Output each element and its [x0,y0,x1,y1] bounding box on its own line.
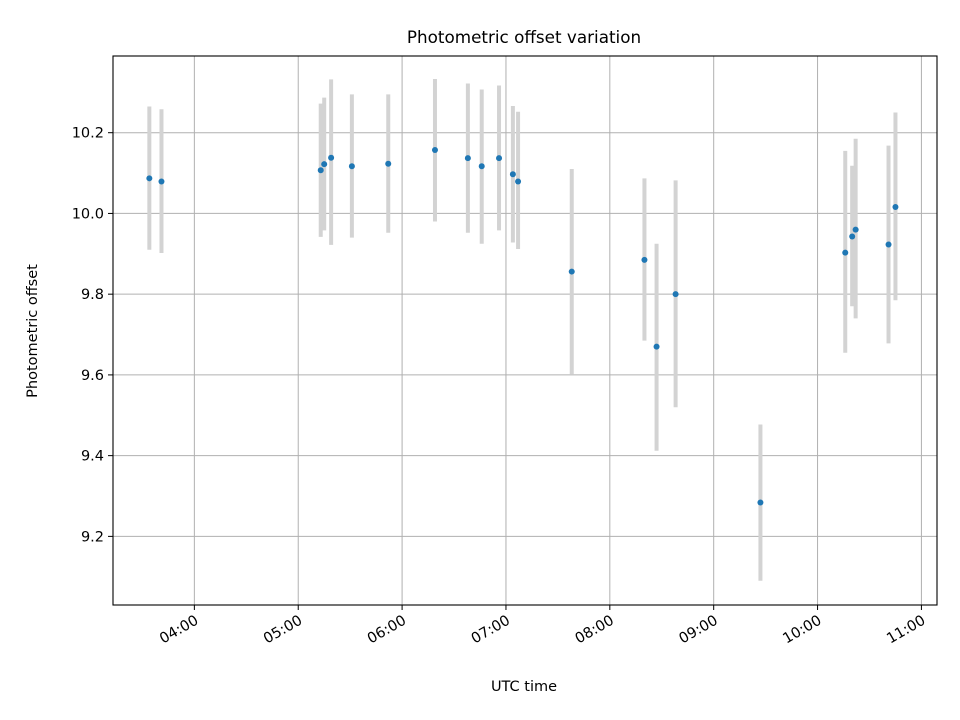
data-point [885,241,892,248]
data-point [317,167,324,174]
data-point [757,499,764,506]
data-point [496,155,503,162]
data-point [321,161,328,168]
data-point [852,226,859,233]
x-tick-label: 08:00 [573,613,617,648]
y-tick-label: 9.8 [81,287,104,303]
data-point [385,160,392,167]
data-point [842,249,849,256]
data-point [146,175,153,182]
data-point [892,203,899,210]
data-point [672,291,679,298]
y-tick-label: 10.2 [72,126,104,142]
data-point [478,163,485,170]
data-point [348,163,355,170]
data-point [653,343,660,350]
data-point [328,154,335,161]
y-axis: 9.2 9.4 9.6 9.8 10.0 10.2 [72,126,113,545]
y-tick-label: 9.4 [81,449,104,465]
data-points [146,147,899,506]
y-tick-label: 10.0 [72,206,104,222]
chart-title: Photometric offset variation [407,27,641,47]
x-axis-label: UTC time [491,679,557,695]
grid [113,56,937,605]
x-tick-label: 06:00 [365,613,409,648]
x-axis: 04:00 05:00 06:00 07:00 08:00 09:00 10:00 11:00 [157,605,928,647]
y-tick-label: 9.6 [81,368,104,384]
x-tick-label: 05:00 [261,613,305,648]
x-tick-label: 10:00 [780,613,824,648]
y-tick-label: 9.2 [81,529,104,545]
data-point [849,233,856,240]
data-point [641,256,648,263]
x-tick-label: 09:00 [676,613,720,648]
y-axis-label: Photometric offset [25,264,41,398]
data-point [509,171,516,178]
data-point [431,147,438,154]
plot-frame [112,55,938,606]
x-tick-label: 07:00 [469,613,513,648]
x-tick-label: 04:00 [157,613,201,648]
data-point [515,178,522,185]
data-point [464,155,471,162]
x-tick-label: 11:00 [884,613,928,648]
error-bars [147,79,898,581]
data-point [158,178,165,185]
data-point [568,268,575,275]
